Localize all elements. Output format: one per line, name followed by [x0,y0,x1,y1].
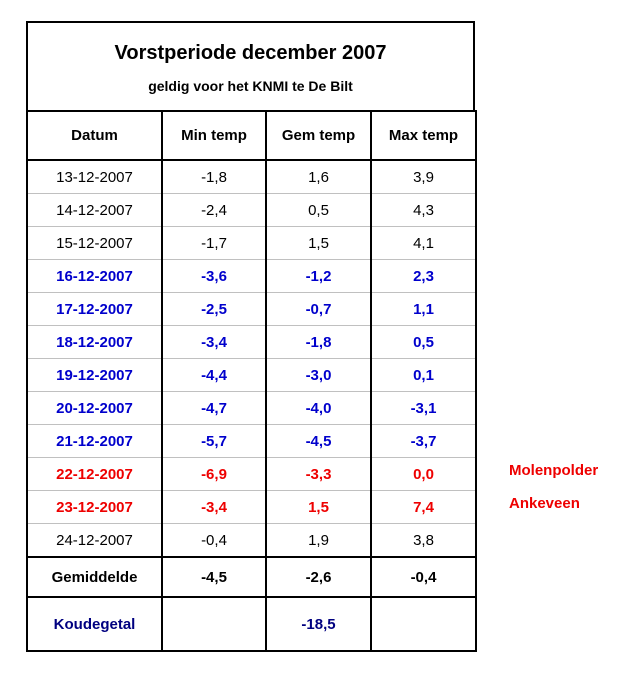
header-datum: Datum [26,110,163,161]
cell-gem: -0,7 [265,292,372,326]
header-gem-temp: Gem temp [265,110,372,161]
cell-max: 3,8 [370,523,477,558]
cell-min: -4,4 [161,358,267,392]
cell-datum: 18-12-2007 [26,325,163,359]
cell-min: -4,7 [161,391,267,425]
cell-gem: 1,9 [265,523,372,558]
temperature-sheet: Vorstperiode december 2007 geldig voor h… [26,21,477,652]
cell-datum: 14-12-2007 [26,193,163,227]
sheet-title: Vorstperiode december 2007 [114,42,387,64]
cell-gem: -3,3 [265,457,372,491]
cell-max: 1,1 [370,292,477,326]
cell-max: 0,0 [370,457,477,491]
cell-datum: 21-12-2007 [26,424,163,458]
cell-max: 0,1 [370,358,477,392]
cell-min: -3,4 [161,325,267,359]
cell-min: -3,4 [161,490,267,524]
table-row: 21-12-2007 -5,7 -4,5 -3,7 [26,424,477,458]
cell-gem: -4,0 [265,391,372,425]
cell-datum: 15-12-2007 [26,226,163,260]
table-row: 15-12-2007 -1,7 1,5 4,1 [26,226,477,260]
cell-gem: -4,5 [265,424,372,458]
table-row: 19-12-2007 -4,4 -3,0 0,1 [26,358,477,392]
cell-max: 4,3 [370,193,477,227]
cell-datum: 22-12-2007 [26,457,163,491]
koudegetal-row-min [161,596,267,652]
table-row: 24-12-2007 -0,4 1,9 3,8 [26,523,477,558]
average-row-label: Gemiddelde [26,556,163,598]
cell-max: -3,7 [370,424,477,458]
average-row-max: -0,4 [370,556,477,598]
koudegetal-row: Koudegetal -18,5 [26,596,477,652]
cell-gem: 1,6 [265,160,372,194]
average-row-gem: -2,6 [265,556,372,598]
cell-datum: 23-12-2007 [26,490,163,524]
cell-max: 0,5 [370,325,477,359]
cell-datum: 24-12-2007 [26,523,163,558]
cell-gem: -1,2 [265,259,372,293]
average-row-min: -4,5 [161,556,267,598]
cell-min: -2,4 [161,193,267,227]
header-max-temp: Max temp [370,110,477,161]
cell-datum: 17-12-2007 [26,292,163,326]
cell-gem: 0,5 [265,193,372,227]
cell-min: -5,7 [161,424,267,458]
table-row: 22-12-2007 -6,9 -3,3 0,0 [26,457,477,491]
cell-min: -1,7 [161,226,267,260]
table-row: 13-12-2007 -1,8 1,6 3,9 [26,160,477,194]
cell-gem: -3,0 [265,358,372,392]
title-box: Vorstperiode december 2007 geldig voor h… [26,21,475,110]
cell-min: -0,4 [161,523,267,558]
cell-gem: 1,5 [265,490,372,524]
header-min-temp: Min temp [161,110,267,161]
table-row: 18-12-2007 -3,4 -1,8 0,5 [26,325,477,359]
cell-max: 2,3 [370,259,477,293]
koudegetal-row-label: Koudegetal [26,596,163,652]
cell-gem: -1,8 [265,325,372,359]
table-row: 20-12-2007 -4,7 -4,0 -3,1 [26,391,477,425]
cell-min: -1,8 [161,160,267,194]
average-row: Gemiddelde -4,5 -2,6 -0,4 [26,556,477,598]
cell-datum: 16-12-2007 [26,259,163,293]
cell-max: 3,9 [370,160,477,194]
cell-min: -3,6 [161,259,267,293]
cell-max: 4,1 [370,226,477,260]
cell-min: -2,5 [161,292,267,326]
cell-gem: 1,5 [265,226,372,260]
table-row: 14-12-2007 -2,4 0,5 4,3 [26,193,477,227]
temperature-table: Datum Min temp Gem temp Max temp 13-12-2… [26,110,477,652]
koudegetal-row-gem: -18,5 [265,596,372,652]
table-row: 16-12-2007 -3,6 -1,2 2,3 [26,259,477,293]
sheet-subtitle: geldig voor het KNMI te De Bilt [148,78,353,94]
header-row: Datum Min temp Gem temp Max temp [26,110,477,161]
cell-max: -3,1 [370,391,477,425]
cell-datum: 20-12-2007 [26,391,163,425]
row-note: Molenpolder [509,462,599,479]
row-note: Ankeveen [509,495,580,512]
cell-max: 7,4 [370,490,477,524]
cell-min: -6,9 [161,457,267,491]
table-row: 23-12-2007 -3,4 1,5 7,4 [26,490,477,524]
cell-datum: 19-12-2007 [26,358,163,392]
cell-datum: 13-12-2007 [26,160,163,194]
koudegetal-row-max [370,596,477,652]
table-row: 17-12-2007 -2,5 -0,7 1,1 [26,292,477,326]
